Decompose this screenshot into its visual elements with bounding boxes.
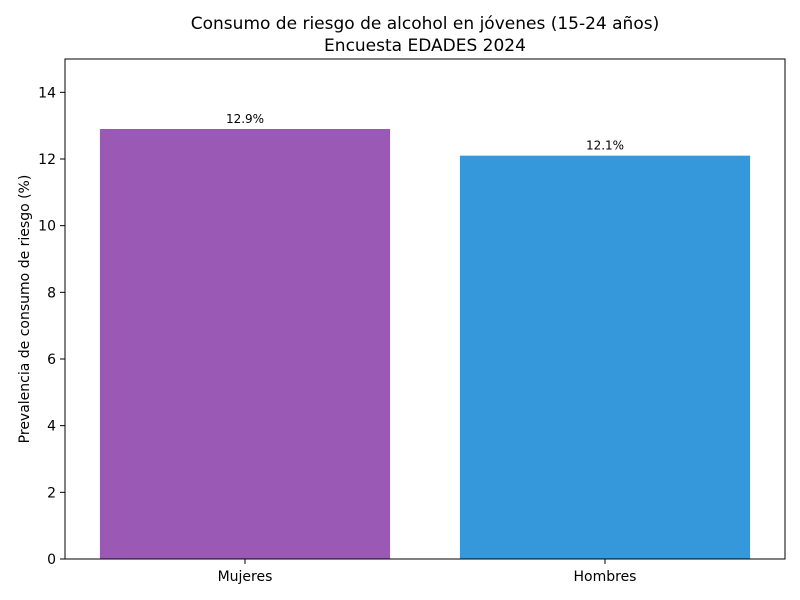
bar-hombres <box>459 155 751 559</box>
y-tick-label: 8 <box>47 285 56 301</box>
y-axis-label: Prevalencia de consumo de riesgo (%) <box>17 175 33 444</box>
y-tick-label: 12 <box>38 152 56 168</box>
plot-frame <box>64 58 786 560</box>
data-labels: 12.9% 12.1% <box>226 112 624 153</box>
data-label-hombres: 12.1% <box>586 139 624 153</box>
bar-mujeres <box>99 129 391 559</box>
y-tick-label: 2 <box>47 485 56 501</box>
y-tick-label: 14 <box>38 85 56 101</box>
y-tick-label: 0 <box>47 552 56 568</box>
x-tick-label-hombres: Hombres <box>574 569 637 585</box>
data-label-mujeres: 12.9% <box>226 112 264 126</box>
y-tick-label: 4 <box>47 419 56 435</box>
x-axis-ticks: Mujeres Hombres <box>218 559 637 585</box>
bars <box>99 129 751 559</box>
chart-subtitle: Encuesta EDADES 2024 <box>324 36 526 56</box>
chart-title: Consumo de riesgo de alcohol en jóvenes … <box>191 14 659 34</box>
y-tick-label: 6 <box>47 352 56 368</box>
x-tick-label-mujeres: Mujeres <box>218 569 273 585</box>
y-axis-ticks: 0 2 4 6 8 10 12 14 <box>38 85 65 568</box>
y-tick-label: 10 <box>38 219 56 235</box>
